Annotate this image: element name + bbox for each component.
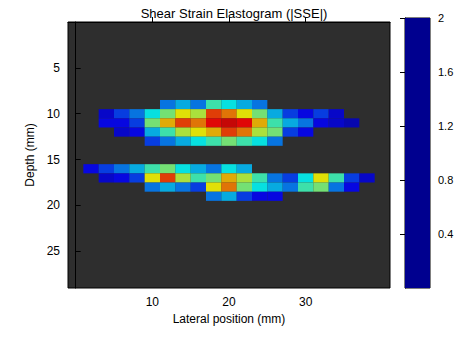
svg-text:Lateral position (mm): Lateral position (mm) [173, 312, 286, 326]
svg-text:20: 20 [47, 198, 61, 212]
svg-text:1.6: 1.6 [438, 66, 453, 78]
svg-text:5: 5 [53, 61, 60, 75]
svg-text:10: 10 [146, 295, 160, 309]
svg-text:0.8: 0.8 [438, 174, 453, 186]
svg-text:10: 10 [47, 107, 61, 121]
svg-text:2: 2 [438, 12, 444, 24]
svg-text:1.2: 1.2 [438, 120, 453, 132]
svg-text:25: 25 [47, 244, 61, 258]
svg-text:30: 30 [299, 295, 313, 309]
svg-text:Shear Strain Elastogram (|SSE|: Shear Strain Elastogram (|SSE|) [141, 6, 328, 21]
svg-text:Depth (mm): Depth (mm) [23, 123, 37, 186]
svg-text:0.4: 0.4 [438, 228, 453, 240]
svg-text:15: 15 [47, 153, 61, 167]
svg-text:20: 20 [222, 295, 236, 309]
